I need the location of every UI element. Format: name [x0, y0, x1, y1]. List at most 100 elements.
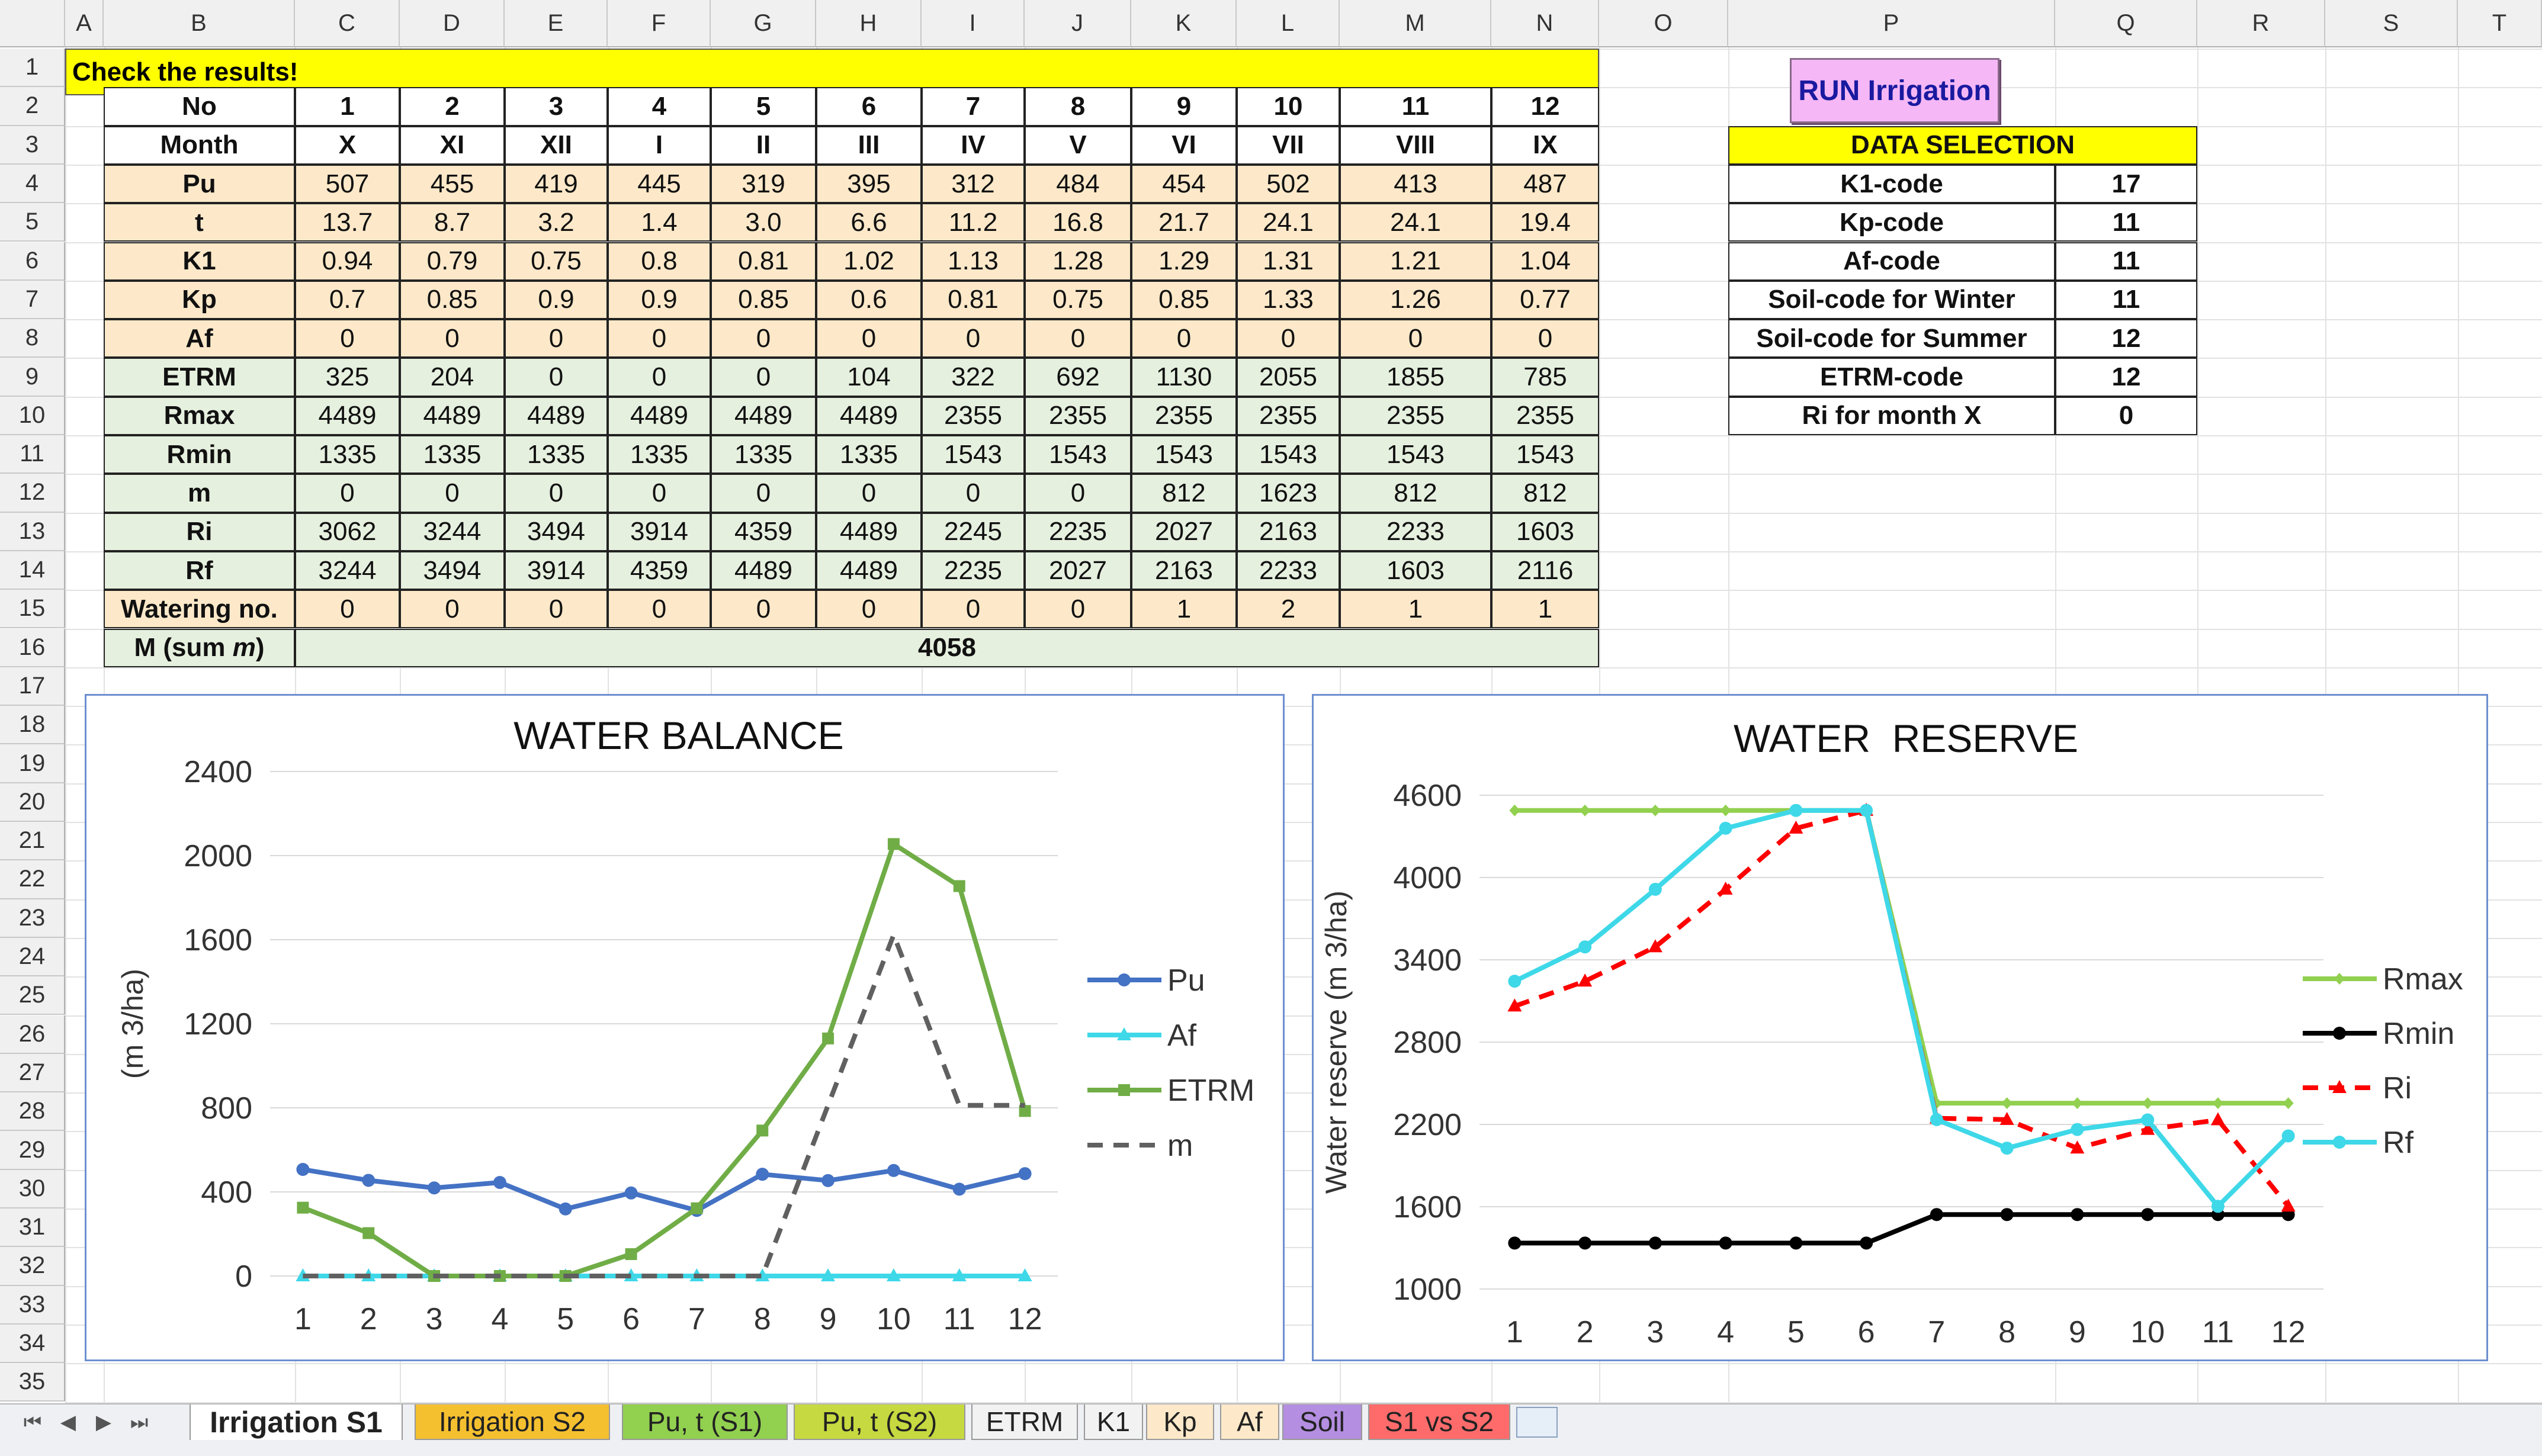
data-point-ri[interactable]: [1999, 1111, 2014, 1125]
sum-m-label[interactable]: M (sum m): [104, 628, 295, 667]
row-header-30[interactable]: 30: [0, 1169, 65, 1208]
data-point-pu[interactable]: [821, 1174, 835, 1187]
row-header-22[interactable]: 22: [0, 860, 65, 899]
table-cell[interactable]: 2027: [1131, 512, 1237, 551]
legend-marker-etrm[interactable]: [1118, 1084, 1130, 1096]
table-cell[interactable]: 4489: [816, 551, 922, 590]
table-cell[interactable]: 1.26: [1340, 280, 1491, 320]
data-point-rmax[interactable]: [1580, 804, 1591, 817]
table-cell[interactable]: 1335: [608, 435, 711, 474]
table-column-number[interactable]: 10: [1237, 87, 1340, 126]
data-point-etrm[interactable]: [362, 1227, 375, 1239]
table-cell[interactable]: 1543: [1237, 435, 1340, 474]
table-cell[interactable]: 1.04: [1491, 242, 1599, 281]
table-cell[interactable]: 2355: [1340, 396, 1491, 435]
table-cell[interactable]: 204: [400, 358, 505, 397]
table-cell[interactable]: 0: [608, 590, 711, 629]
row-header-4[interactable]: 4: [0, 164, 65, 204]
table-column-number[interactable]: 3: [505, 87, 608, 126]
row-header-14[interactable]: 14: [0, 551, 65, 590]
table-cell[interactable]: 1.13: [922, 242, 1025, 281]
table-row-label[interactable]: m: [104, 474, 295, 513]
table-cell[interactable]: 3244: [295, 551, 400, 590]
table-column-number[interactable]: 2: [400, 87, 505, 126]
table-cell[interactable]: 1623: [1237, 474, 1340, 513]
row-header-18[interactable]: 18: [0, 706, 65, 745]
table-column-number[interactable]: 4: [608, 87, 711, 126]
table-column-number[interactable]: 6: [816, 87, 922, 126]
table-cell[interactable]: 1543: [922, 435, 1025, 474]
table-cell[interactable]: 487: [1491, 164, 1599, 204]
table-month-cell[interactable]: V: [1025, 126, 1131, 165]
table-cell[interactable]: 0: [711, 474, 816, 513]
series-line-rmin[interactable]: [1514, 1212, 2289, 1246]
sheet-tab[interactable]: Pu, t (S2): [794, 1404, 965, 1440]
series-line-m[interactable]: [303, 932, 1025, 1278]
data-point-rmin[interactable]: [1930, 1208, 1943, 1222]
table-cell[interactable]: 2235: [922, 551, 1025, 590]
row-header-19[interactable]: 19: [0, 744, 65, 783]
sheet-nav-arrow-icon[interactable]: ▶: [95, 1411, 112, 1433]
row-header-6[interactable]: 6: [0, 242, 65, 281]
data-point-pu[interactable]: [296, 1163, 310, 1177]
table-cell[interactable]: 1603: [1491, 512, 1599, 551]
sum-m-value[interactable]: 4058: [295, 628, 1599, 667]
data-point-pu[interactable]: [952, 1182, 966, 1196]
row-header-2[interactable]: 2: [0, 87, 65, 126]
table-cell[interactable]: 13.7: [295, 203, 400, 242]
table-cell[interactable]: 0: [922, 590, 1025, 629]
column-header-t[interactable]: T: [2458, 0, 2542, 47]
table-cell[interactable]: 2355: [1491, 396, 1599, 435]
table-cell[interactable]: 0: [505, 590, 608, 629]
table-cell[interactable]: 0.8: [608, 242, 711, 281]
table-cell[interactable]: 4489: [711, 396, 816, 435]
sheet-nav-arrow-icon[interactable]: ◀: [60, 1411, 76, 1433]
table-column-number[interactable]: 8: [1025, 87, 1131, 126]
table-cell[interactable]: 0: [295, 474, 400, 513]
data-point-pu[interactable]: [493, 1176, 506, 1190]
data-point-ri[interactable]: [2070, 1140, 2085, 1154]
data-point-rf[interactable]: [1930, 1113, 1943, 1126]
table-cell[interactable]: 0: [505, 319, 608, 358]
column-header-s[interactable]: S: [2325, 0, 2458, 47]
row-header-8[interactable]: 8: [0, 319, 65, 358]
table-column-number[interactable]: 11: [1340, 87, 1491, 126]
row-header-35[interactable]: 35: [0, 1363, 65, 1402]
row-header-20[interactable]: 20: [0, 783, 65, 822]
data-selection-value[interactable]: 12: [2055, 358, 2197, 397]
data-point-rf[interactable]: [2281, 1129, 2295, 1143]
table-cell[interactable]: 0: [295, 319, 400, 358]
data-point-etrm[interactable]: [625, 1248, 637, 1261]
legend-marker-rmax[interactable]: [2334, 973, 2345, 985]
legend-marker-rmin[interactable]: [2333, 1027, 2346, 1040]
data-point-rmax[interactable]: [2001, 1097, 2013, 1110]
data-point-af[interactable]: [886, 1268, 901, 1281]
table-cell[interactable]: 6.6: [816, 203, 922, 242]
table-cell[interactable]: 1543: [1491, 435, 1599, 474]
table-cell[interactable]: 24.1: [1237, 203, 1340, 242]
table-cell[interactable]: 1130: [1131, 358, 1237, 397]
table-cell[interactable]: 0.75: [505, 242, 608, 281]
table-cell[interactable]: 2116: [1491, 551, 1599, 590]
data-selection-value[interactable]: 12: [2055, 319, 2197, 358]
row-header-5[interactable]: 5: [0, 203, 65, 242]
table-month-cell[interactable]: VI: [1131, 126, 1237, 165]
legend-marker-af[interactable]: [1117, 1027, 1131, 1040]
table-cell[interactable]: 2355: [922, 396, 1025, 435]
table-cell[interactable]: 0: [922, 474, 1025, 513]
data-point-ri[interactable]: [1578, 973, 1593, 987]
table-cell[interactable]: 0: [922, 319, 1025, 358]
table-cell[interactable]: 1.31: [1237, 242, 1340, 281]
table-month-cell[interactable]: IX: [1491, 126, 1599, 165]
table-cell[interactable]: 3.0: [711, 203, 816, 242]
table-row-label[interactable]: Pu: [104, 164, 295, 204]
row-header-26[interactable]: 26: [0, 1015, 65, 1054]
table-month-cell[interactable]: VIII: [1340, 126, 1491, 165]
data-point-rf[interactable]: [1578, 940, 1592, 954]
column-header-o[interactable]: O: [1599, 0, 1728, 47]
sheet-nav-arrow-icon[interactable]: ⏭: [130, 1410, 149, 1433]
table-cell[interactable]: 2355: [1131, 396, 1237, 435]
table-header-no[interactable]: No: [104, 87, 295, 126]
table-cell[interactable]: 0.79: [400, 242, 505, 281]
table-row-label[interactable]: Watering no.: [104, 590, 295, 629]
